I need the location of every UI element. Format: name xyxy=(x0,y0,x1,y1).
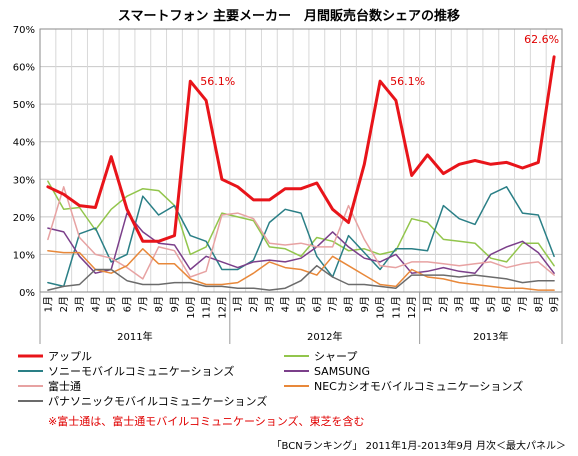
x-tick-label: 11月 xyxy=(390,296,402,319)
x-tick-label: 12月 xyxy=(216,296,228,319)
year-label: 2013年 xyxy=(473,330,508,343)
footnote: ※富士通は、富士通モバイルコミュニケーションズ、東芝を含む xyxy=(48,414,365,428)
x-tick-label: 7月 xyxy=(327,296,339,312)
legend-label: パナソニックモバイルコミュニケーションズ xyxy=(48,394,267,408)
series-line xyxy=(47,248,555,291)
y-tick-label: 50% xyxy=(13,100,35,111)
x-tick-label: 5月 xyxy=(485,296,497,312)
y-tick-label: 40% xyxy=(13,138,35,149)
x-tick-label: 10月 xyxy=(375,296,387,319)
x-tick-label: 6月 xyxy=(501,296,513,312)
x-axis: 1月 2月 3月 4月 5月 6月 7月 8月 9月 10月 11月 12月 1月 2月 3月 4月 5月 6月 7… xyxy=(39,292,563,344)
x-tick-label: 12月 xyxy=(406,296,418,319)
x-tick-label: 5月 xyxy=(106,296,118,312)
legend-label: SAMSUNG xyxy=(314,365,370,378)
x-tick-label: 3月 xyxy=(264,296,276,312)
source-note: 「BCNランキング」 2011年1月-2013年9月 月次＜最大パネル＞ xyxy=(272,439,566,452)
y-tick-label: 30% xyxy=(13,175,35,186)
x-tick-label: 1月 xyxy=(42,296,54,312)
y-tick-label: 70% xyxy=(13,25,35,36)
x-tick-label: 7月 xyxy=(137,296,149,312)
legend-label: シャープ xyxy=(314,350,357,363)
data-label: 62.6% xyxy=(524,33,559,46)
annotations: 56.1% 56.1% 62.6% xyxy=(200,33,559,88)
x-tick-label: 2月 xyxy=(248,296,260,312)
y-axis-ticks: 0% 10% 20% 30% 40% 50% 60% 70% xyxy=(13,25,35,299)
x-tick-label: 1月 xyxy=(232,296,244,312)
x-tick-label: 9月 xyxy=(169,296,181,312)
x-tick-label: 6月 xyxy=(311,296,323,312)
x-tick-label: 9月 xyxy=(359,296,371,312)
chart-title: スマートフォン 主要メーカー 月間販売台数シェアの推移 xyxy=(118,8,460,24)
x-tick-label: 4月 xyxy=(470,296,482,312)
y-tick-label: 20% xyxy=(13,213,35,224)
x-tick-label: 3月 xyxy=(454,296,466,312)
x-tick-label: 9月 xyxy=(549,296,561,312)
data-label: 56.1% xyxy=(390,75,425,88)
legend-label: 富士通 xyxy=(48,379,81,393)
x-tick-label: 4月 xyxy=(280,296,292,312)
legend-label: NECカシオモバイルコミュニケーションズ xyxy=(314,379,523,393)
grid xyxy=(39,28,563,293)
x-tick-label: 1月 xyxy=(422,296,434,312)
year-label: 2011年 xyxy=(117,330,152,343)
x-tick-label: 8月 xyxy=(153,296,165,312)
legend-label: アップル xyxy=(48,350,92,363)
x-tick-label: 4月 xyxy=(90,296,102,312)
plot-frame xyxy=(39,28,563,293)
x-tick-label: 2月 xyxy=(58,296,70,312)
y-tick-label: 0% xyxy=(19,288,35,299)
year-label: 2012年 xyxy=(307,330,342,343)
x-tick-label: 5月 xyxy=(296,296,308,312)
series-line xyxy=(46,55,556,243)
x-tick-label: 6月 xyxy=(122,296,134,312)
series-line xyxy=(47,186,555,280)
x-tick-label: 8月 xyxy=(343,296,355,312)
x-tick-label: 7月 xyxy=(517,296,529,312)
x-tick-label: 8月 xyxy=(533,296,545,312)
y-tick-label: 60% xyxy=(13,63,35,74)
series-line xyxy=(47,264,555,291)
x-tick-label: 10月 xyxy=(185,296,197,319)
y-tick-label: 10% xyxy=(13,250,35,261)
series-lines xyxy=(46,55,556,291)
data-label: 56.1% xyxy=(200,75,235,88)
x-tick-label: 3月 xyxy=(74,296,86,312)
series-line xyxy=(47,180,555,267)
legend-label: ソニーモバイルコミュニケーションズ xyxy=(48,364,234,378)
series-line xyxy=(47,186,555,288)
x-tick-label: 11月 xyxy=(201,296,213,319)
x-tick-label: 2月 xyxy=(438,296,450,312)
